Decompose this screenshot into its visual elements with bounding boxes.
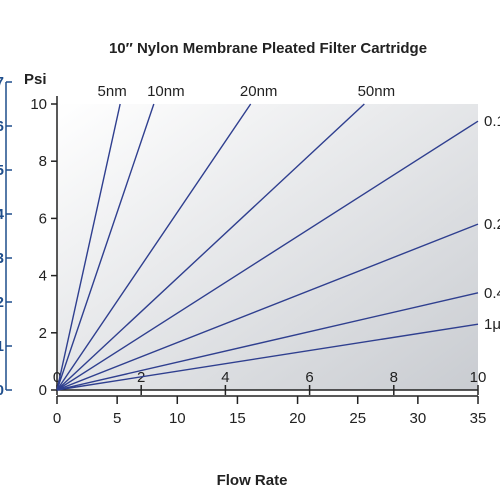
y-tick-group: 0 2 4 6 8 10 <box>30 96 57 399</box>
y-tick-label: 4 <box>39 268 47 285</box>
series-line-7 <box>56 292 479 391</box>
bottom-x-tick-label: 35 <box>470 410 487 427</box>
bottom-x-tick-label: 25 <box>349 410 366 427</box>
left-edge-tick-label: 4 <box>0 206 5 223</box>
bottom-x-tick-label: 20 <box>289 410 306 427</box>
left-edge-tick-label: 2 <box>0 294 4 311</box>
bottom-x-tick-label: 30 <box>410 410 427 427</box>
y-tick-label: 8 <box>39 153 47 170</box>
series-label-8: 1μ <box>484 316 500 333</box>
series-line-5 <box>56 120 479 391</box>
top-x-tick-label: 10 <box>470 369 487 386</box>
bottom-x-tick-label: 0 <box>53 410 61 427</box>
series-label-6: 0.2 <box>484 216 500 233</box>
y-tick-label: 10 <box>30 96 47 113</box>
bottom-x-tick-label: 15 <box>229 410 246 427</box>
chart-title: 10″ Nylon Membrane Pleated Filter Cartri… <box>109 40 427 57</box>
series-label-1: 5nm <box>98 83 127 100</box>
series-label-7: 0.4 <box>484 285 500 302</box>
x-axis-title: Flow Rate <box>217 472 288 489</box>
series-label-group: 5nm 10nm 20nm 50nm 0.1 0.2 0.4 1μ <box>98 83 500 333</box>
y-tick-label: 2 <box>39 325 47 342</box>
series-group <box>56 103 479 391</box>
top-x-tick-label: 6 <box>305 369 313 386</box>
left-edge-tick-label: 1 <box>0 338 4 355</box>
series-label-4: 50nm <box>358 83 396 100</box>
series-line-6 <box>56 223 479 391</box>
top-x-tick-label: 4 <box>221 369 229 386</box>
top-x-tick-label: 8 <box>390 369 398 386</box>
plot-background <box>57 104 478 390</box>
series-label-2: 10nm <box>147 83 185 100</box>
series-line-8 <box>56 323 479 391</box>
top-x-tick-label: 0 <box>53 369 61 386</box>
left-edge-tick-label: 3 <box>0 250 4 267</box>
series-label-5: 0.1 <box>484 113 500 130</box>
left-edge-tick-label: 7 <box>0 74 4 91</box>
bottom-x-tick-label: 5 <box>113 410 121 427</box>
left-edge-tick-label: 0 <box>0 382 4 399</box>
y-tick-label: 6 <box>39 210 47 227</box>
left-edge-tick-group: 7 6 5 4 3 2 1 0 <box>0 74 12 399</box>
y-axis-title: Psi <box>24 71 47 88</box>
bottom-x-tick-group: 0 5 10 15 20 25 30 35 <box>53 396 487 427</box>
series-line-3 <box>56 103 252 391</box>
series-label-3: 20nm <box>240 83 278 100</box>
left-edge-tick-label: 5 <box>0 162 4 179</box>
series-line-1 <box>56 103 121 391</box>
series-line-4 <box>56 103 365 391</box>
series-line-2 <box>56 103 155 391</box>
y-tick-label: 0 <box>39 382 47 399</box>
left-edge-tick-label: 6 <box>0 118 4 135</box>
bottom-x-tick-label: 10 <box>169 410 186 427</box>
